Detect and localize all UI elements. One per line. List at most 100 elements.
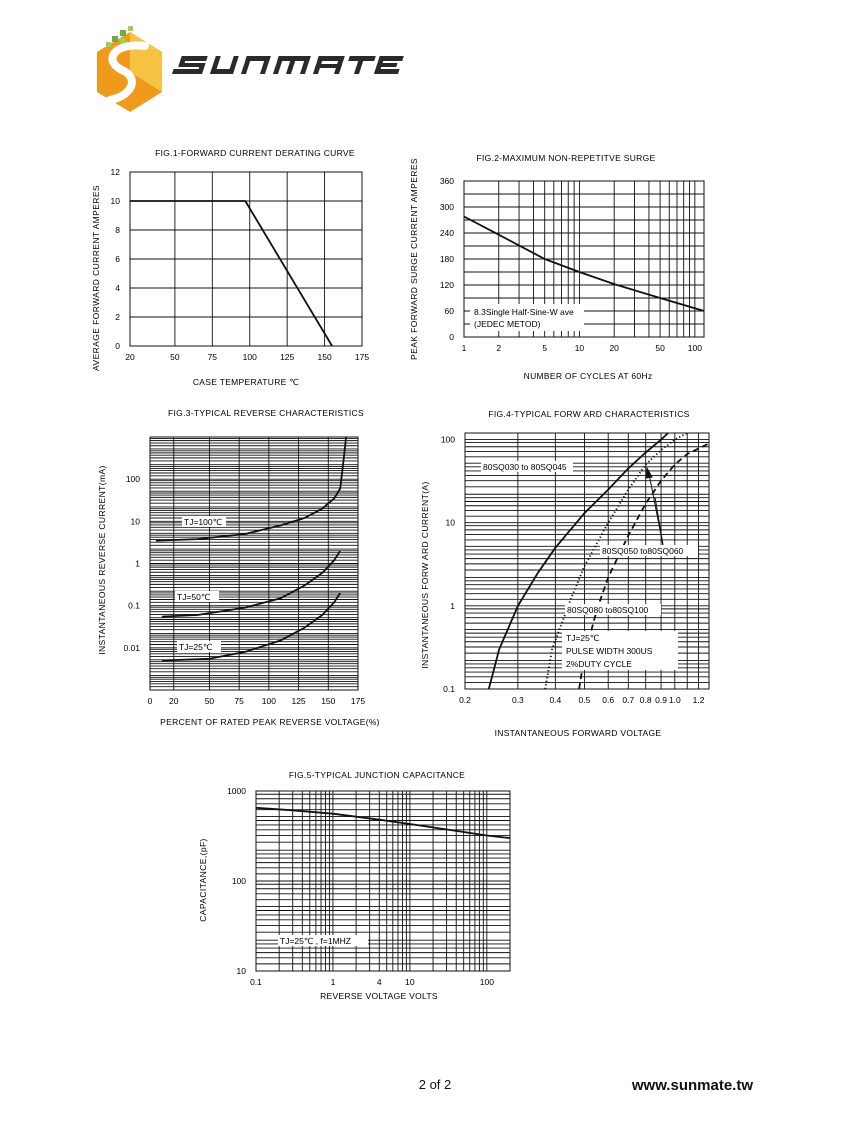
series-line-1	[130, 200, 333, 346]
x-tick-label: 0.6	[602, 695, 614, 705]
y-tick-label: 120	[440, 280, 454, 290]
y-tick-label: 10	[237, 966, 247, 976]
annotation-text: (JEDEC METOD)	[474, 319, 541, 329]
series-label-box	[481, 461, 573, 472]
series-lines	[464, 215, 704, 312]
chart-title: FIG.5-TYPICAL JUNCTION CAPACITANCE	[289, 770, 465, 780]
chart-title: FIG.3-TYPICAL REVERSE CHARACTERISTICS	[168, 408, 364, 418]
x-tick-label: 100	[688, 343, 702, 353]
y-tick-labels: 0.01 0.1 1 10 100	[123, 474, 140, 653]
x-tick-label: 50	[205, 696, 215, 706]
series-label: TJ=50℃	[177, 592, 211, 602]
x-tick-label: 50	[170, 352, 180, 362]
x-tick-label: 10	[575, 343, 585, 353]
series-label: 80SQ080 to80SQ100	[567, 605, 649, 615]
x-axis-label: REVERSE VOLTAGE VOLTS	[320, 991, 438, 1001]
y-tick-label: 6	[115, 254, 120, 264]
y-axis-label: CAPACITANCE,(pF)	[198, 838, 208, 922]
series-label-box	[177, 641, 221, 652]
x-tick-label: 1	[462, 343, 467, 353]
plot-frame	[255, 790, 511, 972]
series-lines	[487, 433, 709, 689]
x-tick-label: 75	[208, 352, 218, 362]
y-tick-label: 100	[126, 474, 140, 484]
x-tick-label: 100	[480, 977, 494, 987]
x-tick-label: 50	[655, 343, 665, 353]
series-label-box	[175, 591, 219, 602]
x-tick-label: 100	[243, 352, 257, 362]
y-axis-label: INSTANTANEOUS FORW ARD CURRENT(A)	[420, 481, 430, 668]
series-line-1	[487, 433, 669, 689]
x-axis-label: CASE TEMPERATURE ℃	[193, 377, 299, 387]
y-tick-label: 0.1	[128, 601, 140, 611]
x-tick-labels: 0.2 0.3 0.4 0.5 0.6 0.7 0.8 0.9 1.0 1.2	[459, 695, 705, 705]
x-axis-label: PERCENT OF RATED PEAK REVERSE VOLTAGE(%)	[160, 717, 380, 727]
plot-grid	[130, 172, 362, 346]
x-tick-label: 0.1	[250, 977, 262, 987]
y-tick-label: 0	[115, 341, 120, 351]
logo-wordmark	[171, 56, 404, 74]
y-tick-label: 300	[440, 202, 454, 212]
plot-frame	[129, 171, 363, 347]
y-tick-label: 10	[111, 196, 121, 206]
y-tick-labels: 0 60 120 180 240 300 360	[440, 176, 454, 342]
series-line-1	[464, 215, 704, 312]
x-tick-labels: 20 50 75 100 125 150 175	[125, 352, 369, 362]
chart-fig2: FIG.2-MAXIMUM NON-REPETITVE SURGE 8.3Sin…	[409, 153, 705, 381]
y-axis-label: PEAK FORWARD SURGE CURRENT AMPERES	[409, 158, 419, 360]
series-line-1	[256, 806, 510, 839]
chart-fig5: FIG.5-TYPICAL JUNCTION CAPACITANCE 0.1 1 4…	[198, 770, 511, 1001]
x-tick-label: 75	[234, 696, 244, 706]
x-tick-label: 10	[405, 977, 415, 987]
annotation-text: PULSE WIDTH 300US	[566, 646, 653, 656]
x-tick-label: 0.3	[512, 695, 524, 705]
annotation-text: 2%DUTY CYCLE	[566, 659, 632, 669]
plot-grid	[150, 437, 358, 690]
x-tick-label: 20	[125, 352, 135, 362]
series-lines	[130, 200, 333, 346]
sunmate-logo	[97, 26, 404, 112]
x-tick-label: 5	[542, 343, 547, 353]
x-tick-label: 1.0	[669, 695, 681, 705]
y-tick-labels: 10 100 1000	[227, 786, 246, 976]
plot-grid	[256, 791, 510, 971]
series-label-box	[182, 516, 226, 527]
y-tick-label: 4	[115, 283, 120, 293]
x-tick-label: 125	[291, 696, 305, 706]
series-label-box	[600, 545, 698, 556]
plot-frame	[464, 432, 710, 690]
annotation-text: 8.3Single Half-Sine-W ave	[474, 307, 574, 317]
y-tick-label: 10	[131, 516, 141, 526]
chart-fig4: FIG.4-TYPICAL FORW ARD CHARACTERISTICS 0…	[420, 409, 710, 738]
x-tick-label: 20	[169, 696, 179, 706]
y-tick-label: 1	[135, 559, 140, 569]
series-line-2	[161, 550, 341, 618]
y-tick-label: 10	[446, 518, 456, 528]
x-tick-label: 150	[317, 352, 331, 362]
y-tick-label: 100	[232, 876, 246, 886]
chart-title: FIG.1-FORWARD CURRENT DERATING CURVE	[155, 148, 355, 158]
chart-fig1: FIG.1-FORWARD CURRENT DERATING CURVE 20 5…	[91, 148, 369, 387]
chart-title: FIG.2-MAXIMUM NON-REPETITVE SURGE	[477, 153, 656, 163]
series-line-3	[161, 592, 341, 662]
x-tick-label: 125	[280, 352, 294, 362]
x-tick-label: 0.9	[655, 695, 667, 705]
series-line-2	[544, 433, 688, 689]
x-tick-label: 0.7	[622, 695, 634, 705]
x-axis-label: INSTANTANEOUS FORWARD VOLTAGE	[495, 728, 662, 738]
series-line-1	[155, 437, 347, 542]
annotation-box	[562, 631, 678, 670]
y-tick-label: 2	[115, 312, 120, 322]
series-lines	[155, 437, 347, 662]
series-label: 80SQ050 to80SQ060	[602, 546, 684, 556]
series-lines	[256, 806, 510, 839]
plot-frame	[149, 436, 359, 691]
x-tick-label: 175	[351, 696, 365, 706]
y-tick-label: 8	[115, 225, 120, 235]
x-tick-labels: 1 2 5 10 20 50 100	[462, 343, 703, 353]
y-tick-label: 240	[440, 228, 454, 238]
y-tick-label: 0.1	[443, 684, 455, 694]
annotation-text: TJ=25℃	[566, 633, 600, 643]
y-tick-labels: 0 2 4 6 8 10 12	[111, 167, 121, 351]
